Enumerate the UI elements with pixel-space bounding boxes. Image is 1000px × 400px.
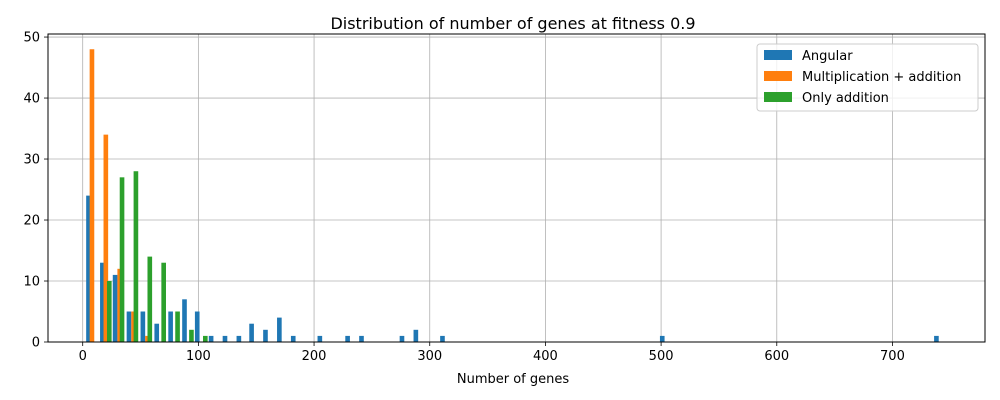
bar-only-addition	[189, 329, 194, 342]
x-tick-label: 700	[880, 349, 905, 364]
bar-angular	[86, 195, 91, 342]
bar-only-addition	[106, 281, 112, 342]
x-tick-label: 300	[417, 349, 442, 364]
bar-multiplication-addition	[103, 134, 109, 342]
y-tick-label: 50	[23, 31, 40, 46]
bar-angular	[359, 335, 364, 342]
bar-angular	[440, 335, 445, 342]
y-tick-label: 40	[23, 92, 40, 107]
x-tick-label: 100	[186, 349, 211, 364]
bar-only-addition	[119, 177, 125, 342]
bar-multiplication-addition	[89, 49, 95, 342]
chart-title: Distribution of number of genes at fitne…	[330, 14, 695, 33]
bars-layer	[86, 49, 939, 342]
bar-only-addition	[147, 256, 153, 342]
y-tick-label: 10	[23, 275, 40, 290]
axis-ticks: 0 100 200 300 400 500 600 700 0 10 20 30 40 50	[23, 31, 904, 364]
bar-angular	[100, 262, 105, 342]
legend-swatch	[764, 92, 792, 102]
bar-angular	[290, 335, 296, 342]
bar-angular	[182, 299, 187, 342]
x-tick-label: 500	[649, 349, 674, 364]
bar-angular	[126, 311, 132, 342]
legend-label: Only addition	[802, 91, 889, 106]
y-tick-label: 30	[23, 153, 40, 168]
legend-label: Multiplication + addition	[802, 70, 961, 85]
legend-label: Angular	[802, 49, 853, 64]
x-axis-title: Number of genes	[457, 372, 570, 387]
x-tick-label: 0	[79, 349, 87, 364]
bar-angular	[140, 311, 146, 342]
legend-box	[756, 43, 979, 112]
y-tick-label: 20	[23, 214, 40, 229]
bar-angular	[112, 274, 118, 342]
bar-angular	[934, 335, 939, 342]
plot-frame	[47, 33, 986, 343]
x-tick-label: 600	[764, 349, 789, 364]
bar-angular	[194, 311, 200, 342]
x-tick-label: 200	[302, 349, 327, 364]
bar-angular	[263, 329, 268, 342]
bar-angular	[208, 335, 214, 342]
bar-angular	[317, 335, 323, 342]
legend: Angular Multiplication + addition Only add…	[756, 43, 979, 112]
bar-angular	[168, 311, 173, 342]
bar-angular	[236, 335, 242, 342]
bar-angular	[659, 335, 665, 342]
bar-only-addition	[175, 311, 180, 342]
bar-angular	[154, 323, 160, 342]
legend-swatch	[764, 50, 792, 60]
bar-only-addition	[203, 335, 208, 342]
bar-angular	[249, 323, 254, 342]
bar-angular	[413, 329, 419, 342]
legend-swatch	[764, 71, 792, 81]
bar-angular	[399, 335, 405, 342]
bar-only-addition	[133, 171, 139, 342]
y-tick-label: 0	[32, 336, 40, 351]
bar-angular	[222, 335, 228, 342]
bar-angular	[277, 317, 282, 342]
bar-only-addition	[161, 262, 166, 342]
bar-angular	[345, 335, 350, 342]
x-tick-label: 400	[533, 349, 558, 364]
